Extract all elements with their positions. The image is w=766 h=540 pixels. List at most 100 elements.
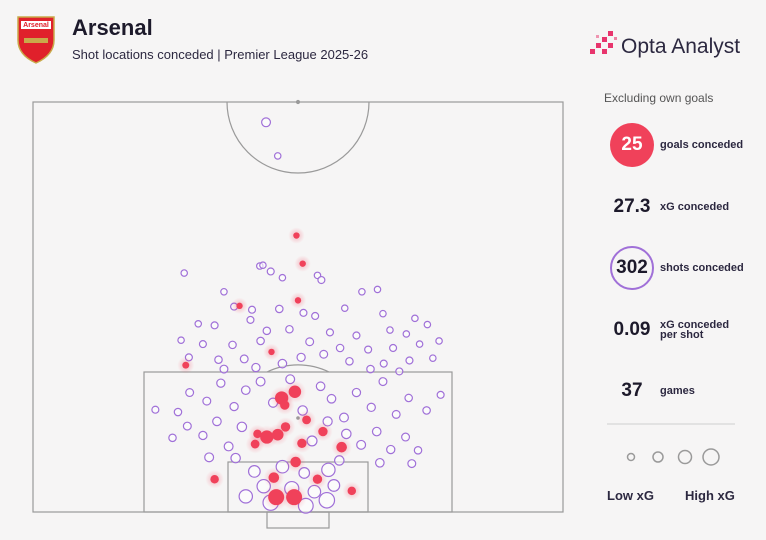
goal bbox=[312, 474, 323, 484]
shot bbox=[204, 452, 215, 463]
stat-label: xG conceded per shot bbox=[660, 319, 730, 341]
shot bbox=[379, 309, 387, 318]
stat: 27.3 xG conceded bbox=[604, 187, 754, 227]
goal bbox=[271, 428, 284, 441]
shot bbox=[278, 273, 287, 282]
shot bbox=[395, 367, 404, 376]
shot bbox=[407, 459, 417, 469]
goal bbox=[236, 302, 243, 310]
shot bbox=[422, 406, 431, 415]
goal bbox=[297, 438, 307, 448]
shot bbox=[352, 331, 361, 340]
shot bbox=[402, 330, 411, 338]
shot bbox=[358, 287, 366, 296]
stat-value: 0.09 bbox=[613, 319, 651, 340]
brand-logo bbox=[590, 31, 617, 54]
title: Arsenal bbox=[72, 15, 153, 40]
stat-label: shots conceded bbox=[660, 262, 744, 274]
shot bbox=[374, 457, 385, 468]
shot bbox=[151, 405, 160, 414]
shot bbox=[435, 337, 443, 345]
goal bbox=[302, 415, 311, 425]
shot bbox=[325, 328, 335, 337]
shot bbox=[240, 385, 251, 396]
shot bbox=[261, 117, 272, 128]
shot bbox=[415, 340, 424, 348]
shot bbox=[405, 356, 414, 365]
stat: 302 shots conceded bbox=[604, 246, 754, 290]
goal bbox=[268, 489, 285, 506]
stat-value: 27.3 bbox=[613, 196, 651, 217]
shot bbox=[194, 319, 203, 328]
shot bbox=[236, 421, 248, 433]
goal bbox=[210, 474, 219, 484]
crest: Arsenal bbox=[17, 16, 55, 64]
shot bbox=[423, 320, 432, 329]
shot bbox=[364, 345, 373, 354]
stat-label: xG conceded bbox=[660, 201, 730, 213]
shot bbox=[239, 354, 249, 364]
shot bbox=[173, 407, 183, 417]
legend-high: High xG bbox=[685, 488, 735, 503]
shot bbox=[351, 387, 362, 398]
shot bbox=[318, 491, 336, 509]
shot bbox=[202, 396, 212, 406]
stat-label: games bbox=[660, 385, 695, 397]
shot bbox=[386, 444, 396, 455]
shot bbox=[378, 377, 388, 387]
shot bbox=[373, 285, 382, 294]
shot bbox=[247, 305, 257, 314]
shot bbox=[238, 489, 254, 504]
shot bbox=[262, 326, 272, 336]
shot bbox=[356, 439, 367, 450]
shot bbox=[247, 464, 261, 478]
stat-ring bbox=[610, 123, 654, 167]
crest-text: Arsenal bbox=[23, 22, 49, 29]
shot bbox=[198, 340, 207, 349]
shot bbox=[299, 308, 308, 317]
shot bbox=[223, 441, 234, 452]
goal bbox=[280, 400, 290, 410]
shot bbox=[391, 409, 401, 419]
stat: 37 games bbox=[604, 371, 754, 411]
subtitle: Shot locations conceded | Premier League… bbox=[72, 47, 368, 62]
shots bbox=[151, 117, 445, 514]
shot bbox=[210, 321, 219, 330]
goal bbox=[318, 426, 328, 437]
shot bbox=[168, 433, 177, 443]
shot bbox=[273, 152, 282, 160]
goal bbox=[268, 348, 275, 356]
shot bbox=[366, 402, 376, 413]
shot bbox=[182, 421, 192, 431]
shot bbox=[285, 324, 294, 334]
shot bbox=[326, 393, 337, 404]
shot bbox=[389, 343, 398, 353]
shot bbox=[335, 343, 345, 353]
shot bbox=[198, 430, 208, 441]
shot bbox=[311, 311, 320, 321]
shot bbox=[216, 378, 226, 388]
shot bbox=[256, 336, 265, 346]
goal bbox=[336, 441, 347, 453]
shot bbox=[228, 340, 237, 350]
shot bbox=[246, 315, 255, 324]
goal bbox=[290, 456, 301, 468]
shot bbox=[345, 356, 354, 366]
goal bbox=[299, 260, 306, 267]
stat-value: 302 bbox=[616, 257, 648, 278]
shot bbox=[251, 362, 261, 373]
shot bbox=[266, 267, 275, 276]
stat-ring bbox=[610, 246, 654, 290]
shot bbox=[413, 446, 423, 455]
shot bbox=[219, 364, 229, 374]
stat: 0.09 xG conceded per shot bbox=[604, 310, 754, 350]
shot bbox=[319, 349, 329, 359]
shot bbox=[315, 381, 326, 392]
shot bbox=[229, 401, 239, 412]
goal bbox=[268, 472, 280, 483]
shot bbox=[386, 326, 394, 334]
goal bbox=[182, 361, 190, 369]
shot bbox=[366, 364, 375, 374]
shot bbox=[277, 358, 288, 369]
